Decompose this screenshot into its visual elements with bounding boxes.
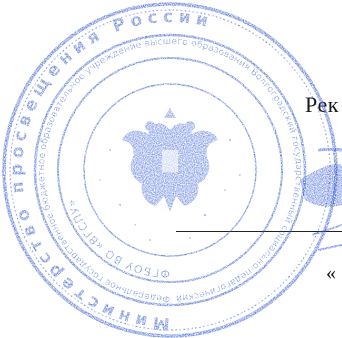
state-emblem-icon	[122, 108, 218, 212]
date-quote-mark: «	[326, 262, 336, 284]
signature-line	[176, 231, 342, 232]
